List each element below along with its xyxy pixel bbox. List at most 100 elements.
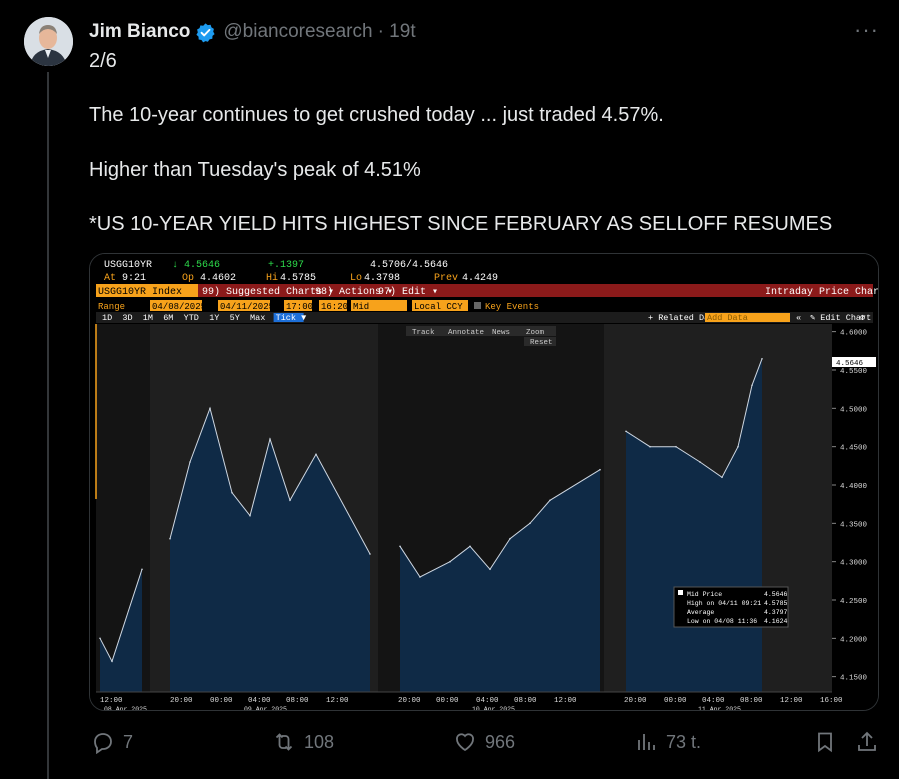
range-from: 04/08/2025 [152, 302, 206, 312]
svg-text:«: « [796, 313, 801, 323]
x-tick-label: 16:00 [820, 697, 843, 705]
change-value: +.1397 [268, 260, 304, 271]
range-label: Range [98, 302, 125, 312]
author-name[interactable]: Jim Bianco [89, 21, 191, 42]
data-point [315, 453, 317, 456]
data-point [369, 553, 371, 555]
heart-icon [456, 733, 474, 752]
date-label: 10 Apr 2025 [472, 706, 515, 711]
like-button[interactable]: 966 [453, 727, 515, 757]
data-point [169, 537, 171, 540]
x-tick-label: 00:00 [664, 697, 687, 705]
period-5y[interactable]: 5Y [230, 313, 240, 323]
data-point [699, 461, 701, 463]
data-point [269, 438, 271, 440]
tool-track: Track [412, 329, 435, 337]
add-data-field: Add Data [707, 313, 748, 323]
author-handle[interactable]: @biancoresearch [223, 21, 373, 42]
tweet-header: Jim Bianco @biancoresearch · 19t [89, 20, 416, 44]
data-point [189, 461, 191, 463]
edit-chart: ✎ Edit Chart [810, 313, 871, 323]
menu-suggested-charts: 99) Suggested Charts ▾ [202, 286, 334, 298]
avatar[interactable] [24, 17, 73, 66]
x-tick-label: 20:00 [170, 697, 193, 705]
x-tick-label: 20:00 [398, 697, 421, 705]
data-point [761, 358, 763, 360]
tool-news: News [492, 329, 510, 337]
x-tick-label: 04:00 [702, 697, 725, 705]
period-ytd[interactable]: YTD [184, 313, 199, 323]
data-point [111, 660, 113, 663]
y-tick-label: 4.6000 [840, 330, 868, 338]
x-tick-label: 12:00 [554, 697, 577, 705]
related-data: + Related Dat [648, 313, 714, 323]
legend-average-label: Average [687, 609, 714, 616]
index-field [96, 284, 198, 297]
y-tick-label: 4.4000 [840, 483, 868, 491]
data-point [625, 430, 627, 433]
y-tick-label: 4.3000 [840, 560, 868, 568]
period-1d[interactable]: 1D [102, 313, 112, 323]
data-point [549, 499, 551, 502]
bookmark-icon [818, 732, 832, 753]
repost-button[interactable]: 108 [272, 727, 334, 757]
data-point [509, 537, 511, 540]
x-tick-label: 08:00 [514, 697, 537, 705]
profile-photo [24, 17, 73, 66]
tweet-line-3: Higher than Tuesday's peak of 4.51% [89, 159, 421, 181]
data-point [289, 499, 291, 502]
like-count: 966 [485, 731, 516, 752]
x-tick-label: 04:00 [476, 697, 499, 705]
x-tick-label: 00:00 [436, 697, 459, 705]
data-point [529, 522, 531, 525]
menu-actions: 98) Actions ▾ [315, 286, 393, 298]
legend-high-label: High on 04/11 09:21 [687, 600, 761, 607]
data-point [721, 476, 723, 479]
prev-value: 4.4249 [462, 273, 498, 284]
x-tick-label: 00:00 [210, 697, 233, 705]
tweet-line-2: The 10-year continues to get crushed tod… [89, 104, 664, 126]
tweet-line-1: 2/6 [89, 50, 117, 72]
x-tick-label: 12:00 [780, 697, 803, 705]
key-events: Key Events [485, 302, 539, 312]
legend-average-value: 4.3797 [764, 609, 788, 616]
low-label: Lo [350, 273, 362, 284]
period-6m[interactable]: 6M [163, 313, 173, 323]
field-mid: Mid [353, 302, 369, 312]
open-label: Op [182, 273, 194, 284]
more-options-icon[interactable]: ··· [854, 17, 879, 42]
legend-high-value: 4.5785 [764, 600, 788, 607]
data-point [231, 491, 233, 494]
post-time[interactable]: · 19t [377, 21, 416, 42]
x-tick-label: 12:00 [100, 697, 123, 705]
views-button[interactable]: 73 t. [634, 727, 701, 757]
ticker-label: USGG10YR [104, 260, 152, 271]
time-from: 17:00 [286, 302, 313, 312]
verified-badge-icon [196, 22, 215, 42]
views-icon [638, 734, 655, 750]
tweet-media-image[interactable]: USGG10YR ↓ 4.5646 +.1397 4.5706/4.5646 A… [89, 253, 879, 711]
period-1m[interactable]: 1M [143, 313, 153, 323]
reply-button[interactable]: 7 [91, 727, 133, 757]
at-time: 9:21 [122, 273, 146, 284]
legend-mid-label: Mid Price [687, 591, 722, 598]
y-tick-label: 4.3500 [840, 521, 868, 529]
bookmark-button[interactable] [813, 727, 837, 757]
share-icon [858, 731, 876, 751]
data-point [469, 545, 471, 548]
last-price: ↓ 4.5646 [172, 260, 220, 271]
y-tick-label: 4.2500 [840, 598, 868, 606]
share-button[interactable] [855, 727, 879, 757]
period-tick[interactable]: Tick ▼ [276, 313, 308, 323]
period-max[interactable]: Max [250, 313, 265, 323]
data-point [649, 445, 651, 448]
high-label: Hi [266, 272, 278, 284]
y-tick-label: 4.5500 [840, 368, 868, 376]
svg-text:⚙: ⚙ [860, 313, 865, 323]
period-3d[interactable]: 3D [122, 313, 132, 323]
tool-annotate: Annotate [448, 329, 484, 337]
menu-bar [96, 284, 873, 297]
legend-low-label: Low on 04/08 11:36 [687, 618, 757, 625]
y-tick-label: 4.2000 [840, 636, 868, 644]
period-1y[interactable]: 1Y [209, 313, 219, 323]
